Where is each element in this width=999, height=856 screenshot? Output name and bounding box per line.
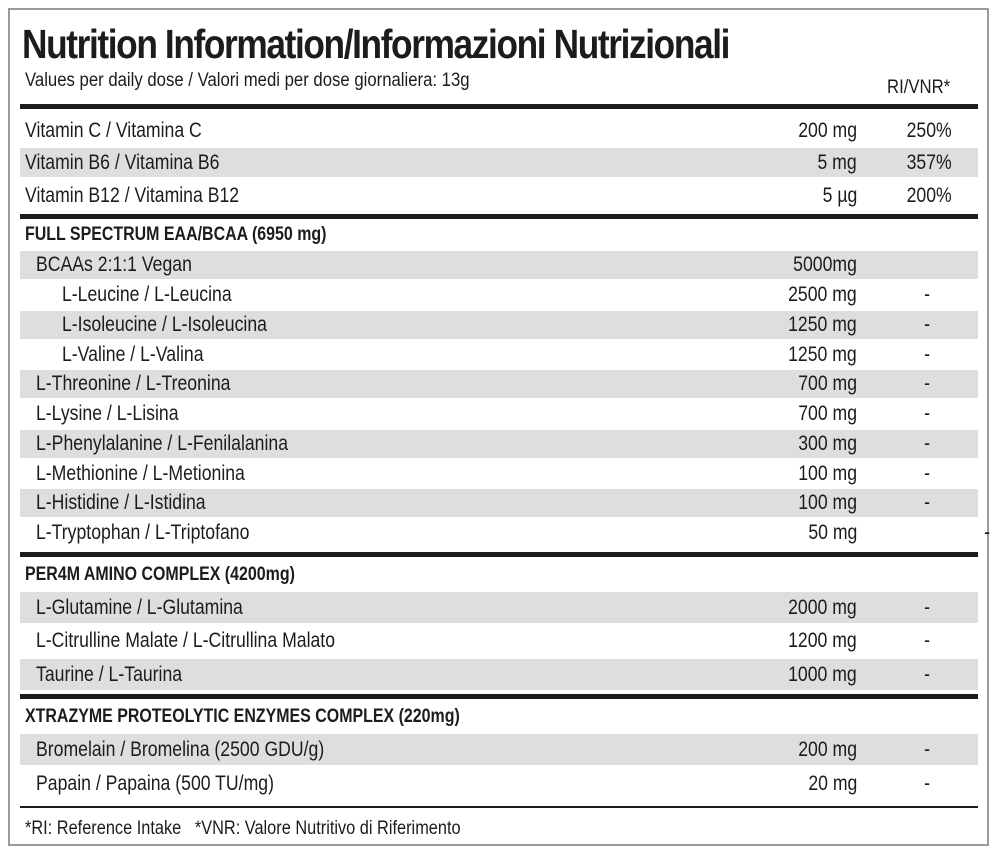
nutrient-name: BCAAs 2:1:1 Vegan — [36, 253, 192, 276]
nutrient-ri: - — [924, 283, 930, 306]
footnote: *RI: Reference Intake *VNR: Valore Nutri… — [25, 818, 461, 839]
nutrient-ri: - — [924, 372, 930, 395]
nutrient-amount: 5 µg — [822, 184, 857, 207]
section-rule — [20, 214, 978, 219]
table-row: L-Lysine / L-Lisina 700 mg - — [20, 400, 978, 428]
nutrient-name: L-Tryptophan / L-Triptofano — [36, 521, 250, 544]
nutrient-amount: 200 mg — [798, 119, 857, 142]
nutrient-name: L-Citrulline Malate / L-Citrullina Malat… — [36, 629, 336, 652]
nutrient-ri: - — [924, 491, 930, 514]
nutrient-name: Taurine / L-Taurina — [36, 662, 183, 686]
section-heading-per4m: PER4M AMINO COMPLEX (4200mg) — [25, 564, 295, 585]
nutrient-amount: 1200 mg — [788, 629, 857, 652]
dose-subtitle: Values per daily dose / Valori medi per … — [25, 70, 470, 91]
nutrient-name: L-Isoleucine / L-Isoleucina — [62, 313, 267, 336]
table-row: Vitamin C / Vitamina C 200 mg 250% — [20, 116, 978, 146]
page-title: Nutrition Information/Informazioni Nutri… — [22, 21, 730, 67]
nutrition-panel — [8, 8, 989, 846]
table-row: L-Methionine / L-Metionina 100 mg - — [20, 460, 978, 488]
nutrient-ri: - — [924, 662, 930, 686]
table-row: L-Tryptophan / L-Triptofano 50 mg - — [20, 519, 990, 547]
table-row: L-Histidine / L-Istidina 100 mg - — [20, 489, 978, 517]
nutrient-ri: - — [924, 343, 930, 366]
table-row: Bromelain / Bromelina (2500 GDU/g) 200 m… — [20, 734, 978, 765]
nutrient-name: L-Methionine / L-Metionina — [36, 462, 245, 485]
nutrient-amount: 5 mg — [817, 150, 857, 174]
nutrient-amount: 1250 mg — [788, 313, 857, 336]
table-row: L-Valine / L-Valina 1250 mg - — [20, 341, 978, 369]
table-row: L-Citrulline Malate / L-Citrullina Malat… — [20, 625, 978, 657]
nutrient-amount: 2000 mg — [788, 595, 857, 619]
nutrient-amount: 700 mg — [798, 372, 857, 395]
nutrient-name: L-Valine / L-Valina — [62, 343, 204, 366]
nutrient-ri: - — [924, 462, 930, 485]
nutrient-name: Vitamin B6 / Vitamina B6 — [25, 150, 220, 174]
footer-rule — [20, 806, 978, 808]
nutrient-amount: 20 mg — [807, 772, 857, 795]
nutrient-ri: 250% — [906, 119, 952, 142]
nutrient-ri: - — [924, 432, 930, 455]
table-row: L-Isoleucine / L-Isoleucina 1250 mg - — [20, 311, 978, 339]
nutrient-ri: 200% — [906, 184, 952, 207]
nutrient-name: L-Phenylalanine / L-Fenilalanina — [36, 432, 289, 455]
nutrient-ri: - — [924, 402, 930, 425]
nutrient-ri: - — [924, 772, 930, 795]
nutrient-ri: - — [924, 629, 930, 652]
nutrient-ri: 357% — [906, 150, 952, 174]
nutrient-name: L-Threonine / L-Treonina — [36, 372, 231, 395]
nutrient-name: L-Lysine / L-Lisina — [36, 402, 179, 425]
nutrient-ri: - — [924, 595, 930, 619]
section-rule — [20, 552, 978, 557]
nutrient-name: Bromelain / Bromelina (2500 GDU/g) — [36, 737, 325, 761]
table-row: L-Threonine / L-Treonina 700 mg - — [20, 370, 978, 398]
nutrient-name: Papain / Papaina (500 TU/mg) — [36, 772, 274, 795]
nutrient-name: Vitamin C / Vitamina C — [25, 119, 202, 142]
nutrient-name: L-Glutamine / L-Glutamina — [36, 595, 243, 619]
nutrient-amount: 1000 mg — [788, 662, 857, 686]
nutrient-amount: 200 mg — [798, 737, 857, 761]
nutrient-name: Vitamin B12 / Vitamina B12 — [25, 184, 240, 207]
ri-column-header: RI/VNR* — [887, 77, 951, 98]
table-row: BCAAs 2:1:1 Vegan 5000mg — [20, 251, 978, 279]
nutrient-ri: - — [924, 737, 930, 761]
nutrient-amount: 300 mg — [798, 432, 857, 455]
header-rule — [20, 104, 978, 109]
nutrient-name: L-Histidine / L-Istidina — [36, 491, 206, 514]
nutrient-amount: 100 mg — [798, 462, 857, 485]
table-row: Vitamin B12 / Vitamina B12 5 µg 200% — [20, 180, 978, 212]
table-row: L-Glutamine / L-Glutamina 2000 mg - — [20, 592, 978, 623]
nutrient-amount: 50 mg — [807, 521, 857, 544]
nutrient-ri: - — [984, 521, 990, 544]
table-row: L-Leucine / L-Leucina 2500 mg - — [20, 281, 978, 309]
nutrient-amount: 700 mg — [798, 402, 857, 425]
table-row: Taurine / L-Taurina 1000 mg - — [20, 659, 978, 690]
nutrient-amount: 5000mg — [793, 253, 857, 276]
nutrient-amount: 1250 mg — [788, 343, 857, 366]
table-row: Vitamin B6 / Vitamina B6 5 mg 357% — [20, 148, 978, 177]
table-row: Papain / Papaina (500 TU/mg) 20 mg - — [20, 768, 978, 800]
section-heading-xtrazyme: XTRAZYME PROTEOLYTIC ENZYMES COMPLEX (22… — [25, 706, 460, 727]
section-heading-eaa: FULL SPECTRUM EAA/BCAA (6950 mg) — [25, 224, 327, 245]
nutrient-ri: - — [924, 313, 930, 336]
nutrient-amount: 100 mg — [798, 491, 857, 514]
nutrient-amount: 2500 mg — [788, 283, 857, 306]
nutrient-name: L-Leucine / L-Leucina — [62, 283, 232, 306]
section-rule — [20, 694, 978, 699]
table-row: L-Phenylalanine / L-Fenilalanina 300 mg … — [20, 430, 978, 458]
